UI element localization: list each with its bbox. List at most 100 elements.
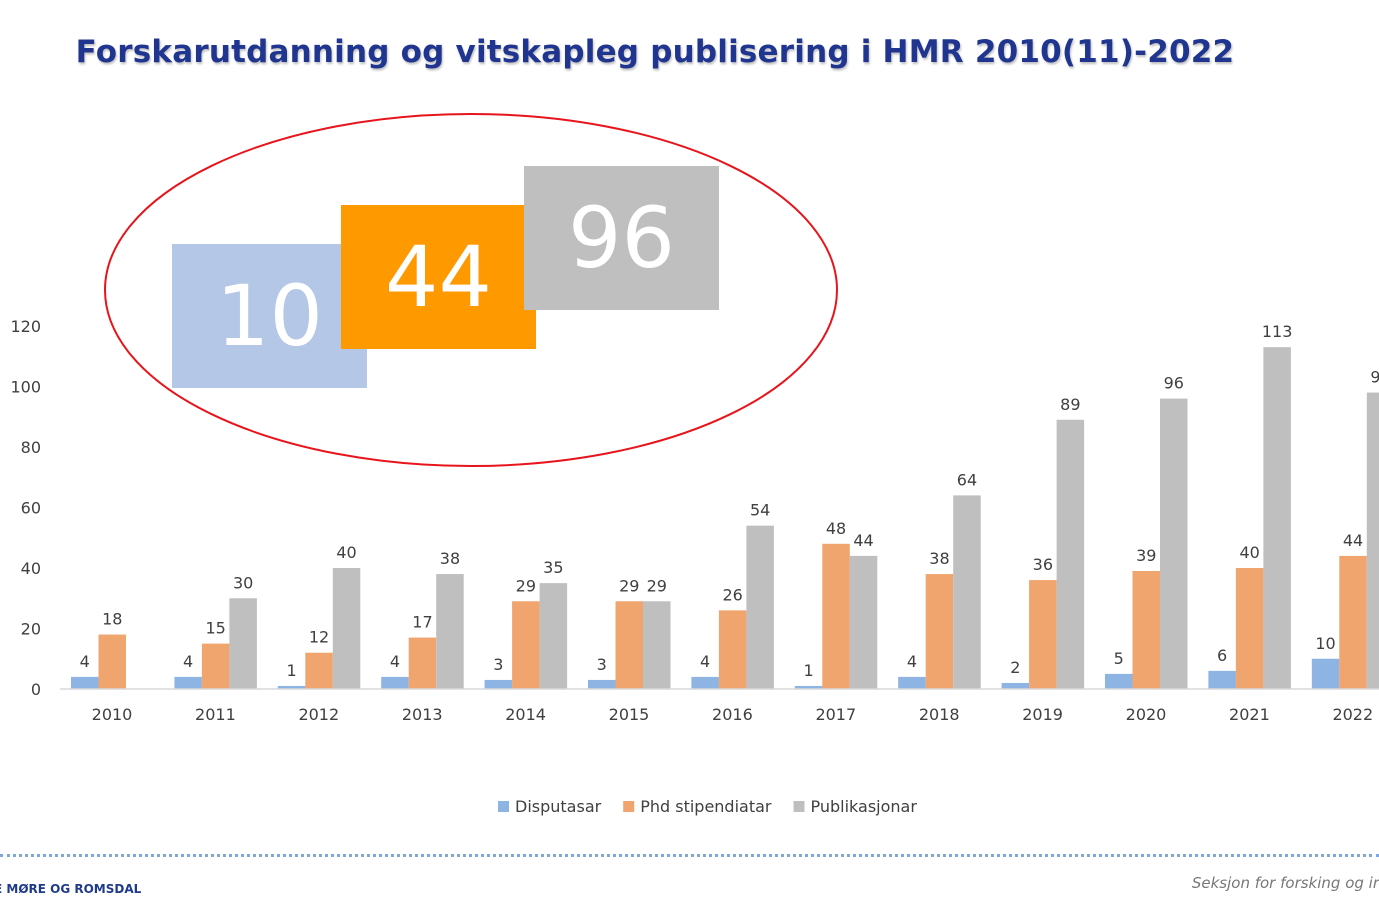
bar-disputasar bbox=[71, 676, 99, 689]
y-tick-label: 100 bbox=[10, 378, 41, 397]
legend-label: Phd stipendiatar bbox=[640, 797, 772, 816]
bar-phd-stipendiatar bbox=[408, 637, 437, 689]
data-label: 38 bbox=[440, 549, 460, 568]
bar-disputasar bbox=[1105, 673, 1133, 689]
data-label: 26 bbox=[722, 585, 742, 604]
data-label: 4 bbox=[183, 652, 193, 671]
x-axis: 2010 2011 2012 2013 2014 2015 2016 2017 2018 2019… bbox=[60, 688, 1379, 724]
legend-swatch bbox=[793, 801, 805, 812]
data-label: 6 bbox=[1217, 646, 1227, 665]
data-label: 4 bbox=[907, 652, 917, 671]
x-tick-label: 2019 bbox=[1022, 705, 1063, 724]
data-label: 29 bbox=[647, 576, 667, 595]
data-label: 36 bbox=[1033, 555, 1053, 574]
legend-swatch bbox=[498, 801, 509, 812]
bar-publikasjonar bbox=[1366, 392, 1379, 689]
bar-publikasjonar bbox=[539, 583, 568, 689]
data-label: 39 bbox=[1136, 546, 1156, 565]
bar-phd-stipendiatar bbox=[1339, 555, 1367, 689]
bar-phd-stipendiatar bbox=[1029, 580, 1057, 689]
bar-publikasjonar bbox=[436, 574, 464, 689]
bar-disputasar bbox=[277, 685, 306, 689]
data-label: 1 bbox=[286, 661, 296, 680]
data-label: 1 bbox=[803, 661, 813, 680]
bar-publikasjonar bbox=[643, 601, 671, 689]
data-label: 40 bbox=[1239, 543, 1259, 562]
x-tick-label: 2011 bbox=[195, 705, 236, 724]
y-tick-label: 0 bbox=[31, 680, 41, 699]
data-label: 38 bbox=[929, 549, 949, 568]
bar-disputasar bbox=[484, 679, 513, 689]
x-tick-label: 2015 bbox=[609, 705, 650, 724]
data-label: 89 bbox=[1060, 395, 1080, 414]
chart-title: Forskarutdanning og vitskapleg publiseri… bbox=[75, 34, 1235, 70]
x-tick-label: 2013 bbox=[402, 705, 443, 724]
legend: Disputasar Phd stipendiatar Publikasjonar bbox=[498, 797, 917, 816]
data-label: 29 bbox=[516, 576, 536, 595]
data-label: 96 bbox=[1164, 374, 1184, 393]
callout-value: 10 bbox=[216, 267, 323, 365]
y-tick-label: 40 bbox=[21, 559, 41, 578]
y-tick-label: 60 bbox=[21, 499, 41, 518]
data-label: 64 bbox=[957, 470, 977, 489]
data-label: 12 bbox=[309, 628, 329, 647]
callout-publikasjonar: 96 bbox=[524, 166, 719, 310]
highlight-ellipse bbox=[104, 113, 838, 467]
y-tick-label: 120 bbox=[10, 317, 41, 336]
data-label: 35 bbox=[543, 558, 563, 577]
bar-phd-stipendiatar bbox=[305, 652, 333, 689]
bar-phd-stipendiatar bbox=[1132, 571, 1160, 689]
legend-label: Publikasjonar bbox=[811, 797, 918, 816]
bar-phd-stipendiatar bbox=[512, 601, 540, 689]
bars bbox=[71, 347, 1379, 689]
data-label: 15 bbox=[205, 619, 225, 638]
bar-phd-stipendiatar bbox=[615, 601, 643, 689]
callout-value: 44 bbox=[385, 228, 492, 326]
bar-publikasjonar bbox=[1056, 419, 1085, 689]
data-label: 4 bbox=[80, 652, 90, 671]
data-label: 3 bbox=[597, 655, 607, 674]
bar-disputasar bbox=[1001, 682, 1030, 689]
x-tick-label: 2016 bbox=[712, 705, 753, 724]
data-label: 44 bbox=[853, 531, 873, 550]
data-label: 44 bbox=[1343, 531, 1363, 550]
y-tick-label: 80 bbox=[21, 438, 41, 457]
callout-phd-stipendiatar: 44 bbox=[341, 205, 536, 349]
data-label: 10 bbox=[1315, 634, 1335, 653]
x-tick-label: 2021 bbox=[1229, 705, 1270, 724]
bar-phd-stipendiatar bbox=[201, 643, 230, 689]
bar-publikasjonar bbox=[1263, 347, 1291, 689]
x-tick-label: 2022 bbox=[1332, 705, 1373, 724]
x-tick-label: 2014 bbox=[505, 705, 546, 724]
y-axis: 0 20 40 60 80 100 120 bbox=[10, 317, 41, 699]
data-label: 17 bbox=[412, 613, 432, 632]
legend-swatch bbox=[623, 801, 635, 812]
data-label: 48 bbox=[826, 519, 846, 538]
x-tick-label: 2020 bbox=[1126, 705, 1167, 724]
data-label: 3 bbox=[493, 655, 503, 674]
x-tick-label: 2018 bbox=[919, 705, 960, 724]
bar-phd-stipendiatar bbox=[98, 634, 126, 689]
data-label: 113 bbox=[1262, 322, 1293, 341]
bar-disputasar bbox=[588, 679, 616, 689]
bar-publikasjonar bbox=[746, 525, 774, 689]
bar-phd-stipendiatar bbox=[1235, 568, 1264, 689]
x-tick-label: 2010 bbox=[92, 705, 133, 724]
data-label: 18 bbox=[102, 610, 122, 629]
bar-publikasjonar bbox=[953, 495, 981, 689]
data-label: 4 bbox=[390, 652, 400, 671]
footer-divider bbox=[0, 854, 1379, 857]
x-tick-label: 2012 bbox=[298, 705, 339, 724]
footer-organization: E MØRE OG ROMSDAL bbox=[0, 882, 142, 896]
bar-publikasjonar bbox=[229, 598, 257, 689]
bar-disputasar bbox=[691, 676, 719, 689]
data-label: 40 bbox=[336, 543, 356, 562]
bar-disputasar bbox=[794, 685, 823, 689]
bar-publikasjonar bbox=[849, 555, 878, 689]
callout-value: 96 bbox=[568, 189, 675, 287]
data-label: 2 bbox=[1010, 658, 1020, 677]
bar-disputasar bbox=[1208, 670, 1236, 689]
data-label: 4 bbox=[700, 652, 710, 671]
